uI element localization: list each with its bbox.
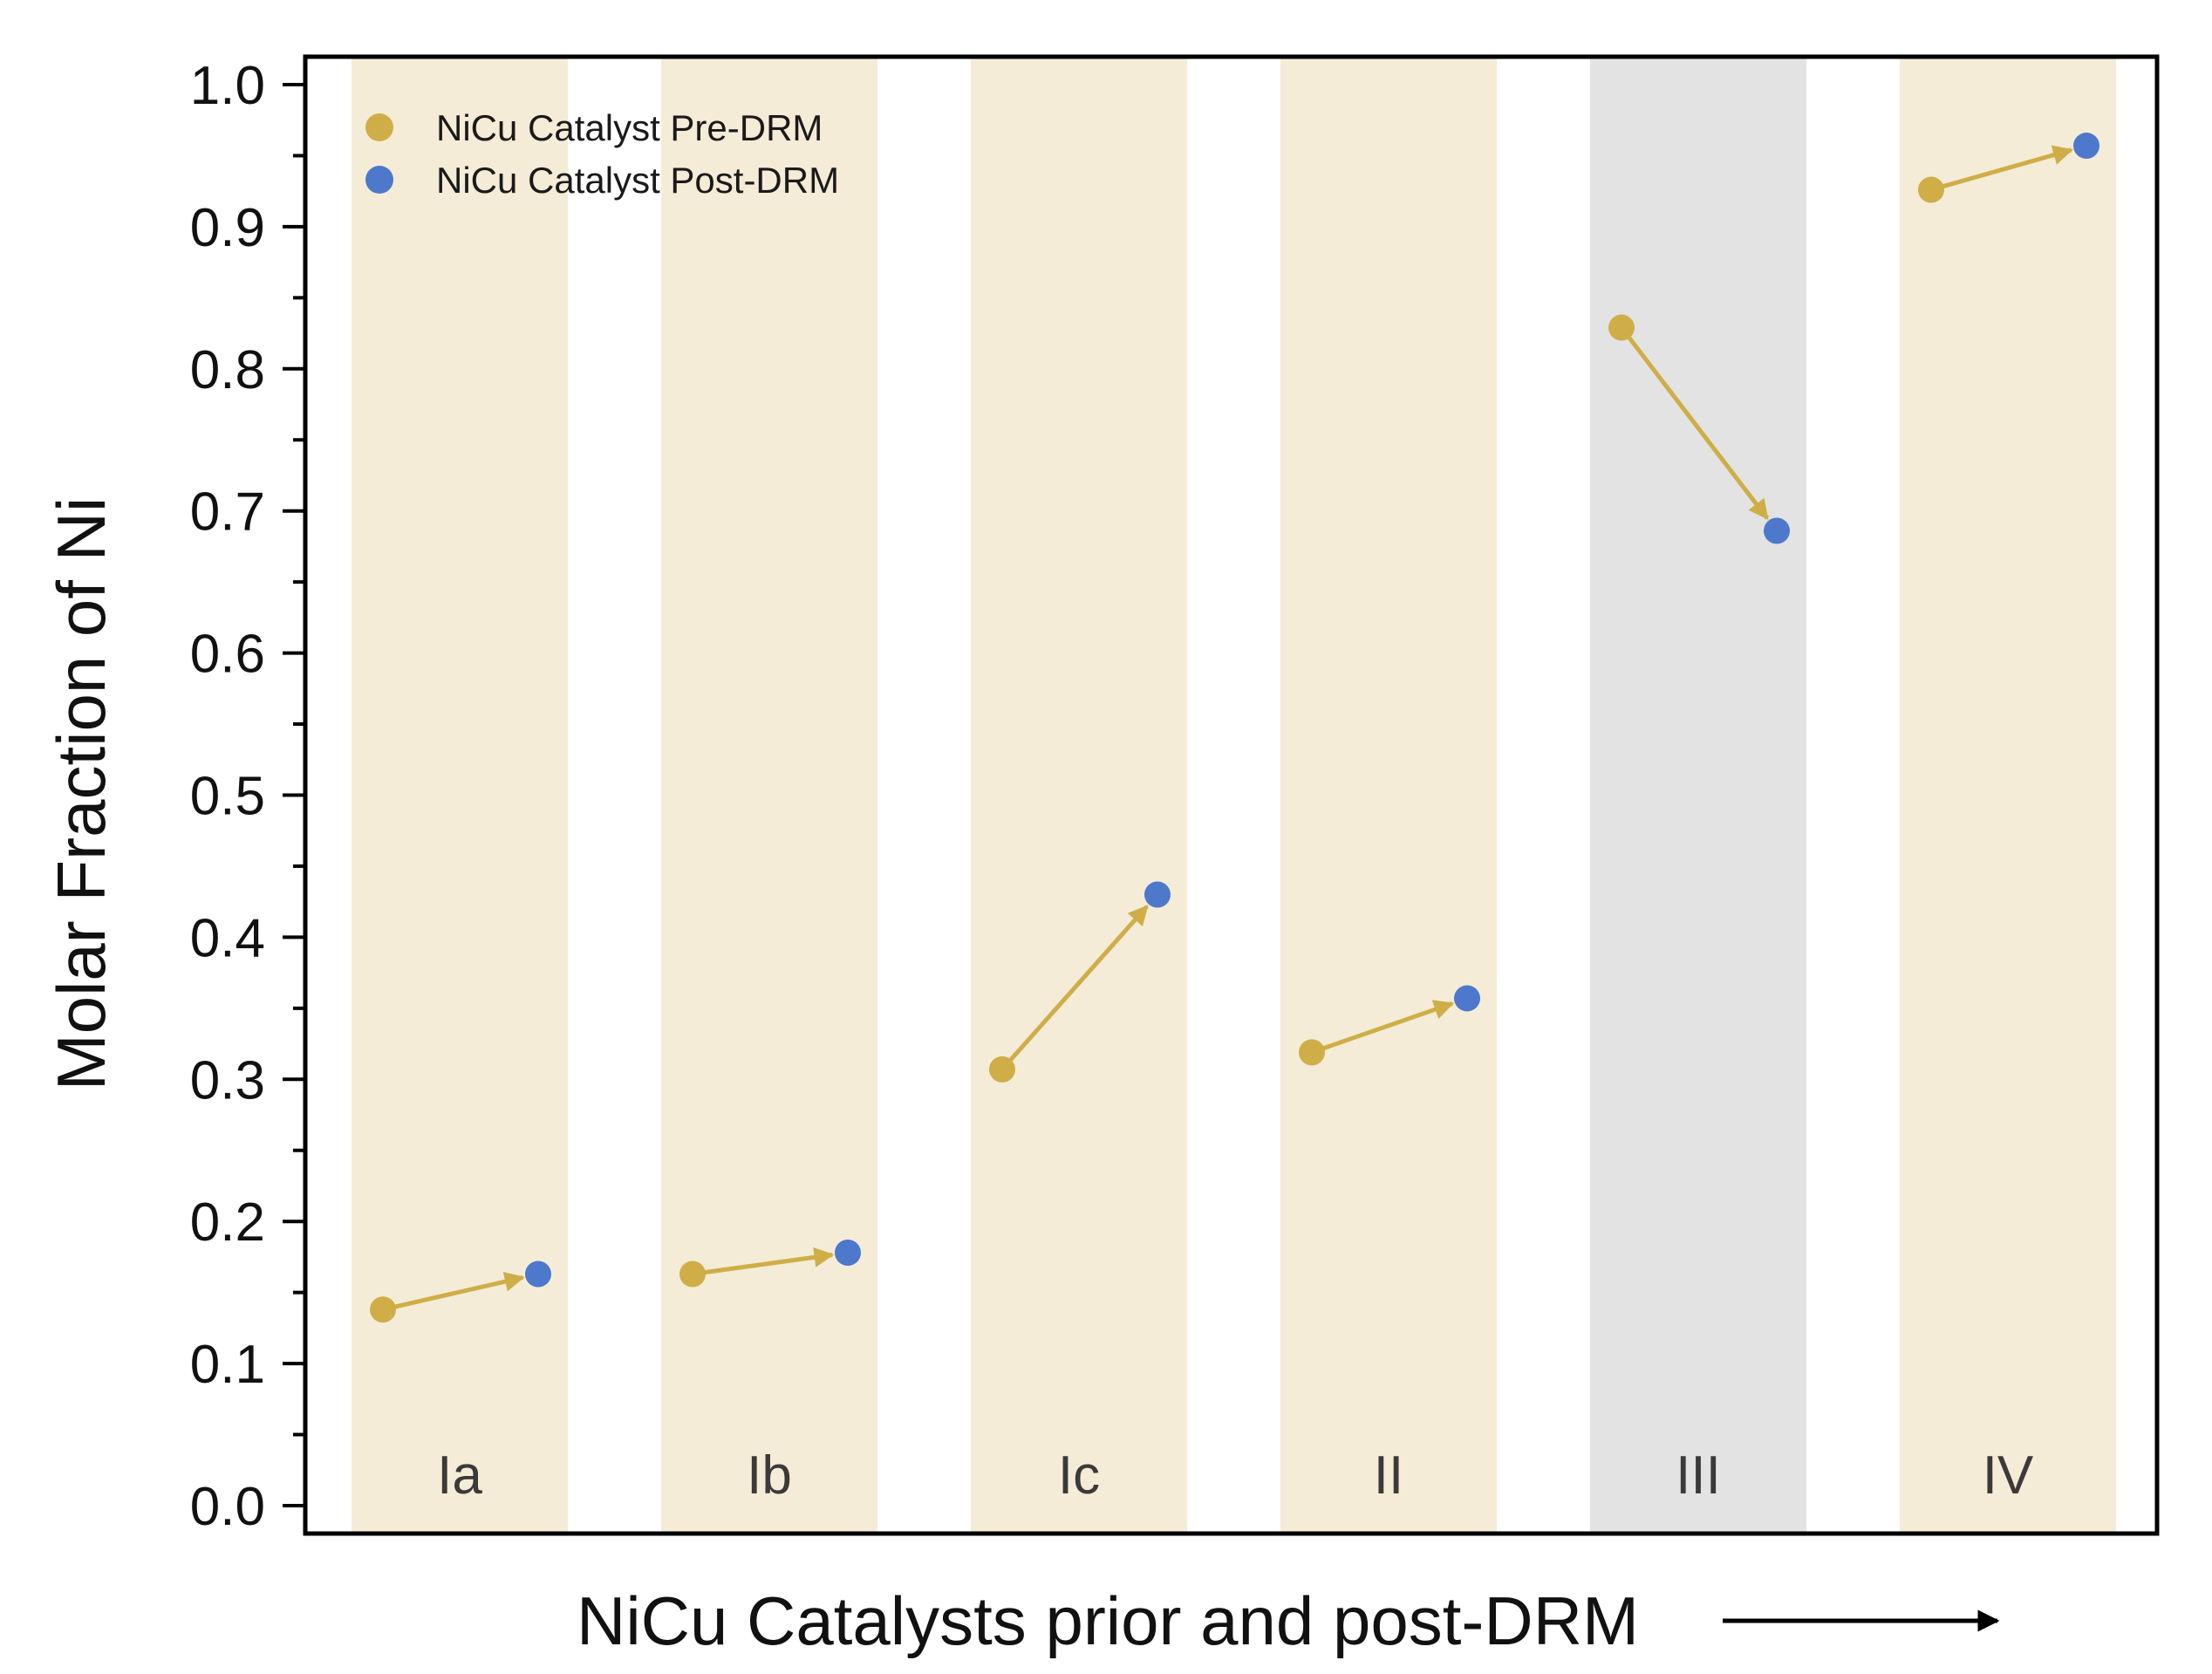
y-tick-label: 0.5 [190,767,265,827]
point-pre-Ib [679,1261,706,1288]
legend-label-pre-drm: NiCu Catalyst Pre-DRM [436,107,823,148]
point-pre-Ia [370,1296,396,1323]
point-pre-IV [1918,176,1944,203]
arrow-Ia [382,1271,525,1312]
y-tick-label: 1.0 [190,56,265,116]
point-post-Ic [1144,881,1171,908]
change-arrows [382,145,2073,1312]
point-post-II [1454,985,1480,1012]
band-IV [1900,57,2116,1534]
category-label-III: III [1676,1445,1721,1506]
data-points [370,133,2099,1323]
point-post-IV [2073,133,2099,160]
arrow-IV [1930,145,2073,192]
band-Ia [352,57,568,1534]
arrow-Ib [692,1247,835,1276]
y-axis-title: Molar Fraction of Ni [43,497,119,1091]
y-tick-label: 0.1 [190,1335,265,1395]
y-tick-label: 0.9 [190,198,265,258]
legend: NiCu Catalyst Pre-DRM NiCu Catalyst Post… [365,107,839,201]
y-axis: 0.0 0.1 0.2 0.3 0.4 0.5 0.6 0.7 0.8 0.9 1.0 [190,56,305,1537]
band-III [1590,57,1806,1534]
band-II [1280,57,1497,1534]
y-tick-label: 0.2 [190,1192,265,1253]
legend-label-post-drm: NiCu Catalyst Post-DRM [436,160,839,201]
y-tick-label: 0.4 [190,908,265,968]
y-tick-label: 0.3 [190,1050,265,1110]
arrow-III [1620,326,1770,521]
arrow-Ic [1000,905,1149,1071]
category-label-Ic: Ic [1058,1445,1100,1506]
arrow-II [1311,1000,1455,1055]
category-label-II: II [1374,1445,1403,1506]
category-bands [352,57,2116,1534]
category-label-Ia: Ia [437,1445,482,1506]
point-post-Ia [525,1261,551,1288]
point-pre-II [1299,1039,1325,1066]
plot-frame [303,54,2160,1536]
category-labels: Ia Ib Ic II III IV [437,1445,2034,1506]
point-post-Ib [835,1240,861,1267]
point-post-III [1764,517,1790,544]
y-tick-label: 0.7 [190,482,265,543]
category-label-IV: IV [1983,1445,2034,1506]
y-tick-label: 0.6 [190,625,265,685]
legend-marker-post-drm [365,166,393,194]
y-tick-label: 0.0 [190,1477,265,1537]
point-pre-III [1608,314,1635,341]
point-pre-Ic [989,1056,1015,1083]
y-tick-label: 0.8 [190,340,265,400]
band-Ib [661,57,877,1534]
legend-marker-pre-drm [365,113,393,141]
category-label-Ib: Ib [747,1445,792,1506]
band-Ic [971,57,1187,1534]
x-axis-title: NiCu Catalysts prior and post-DRM [577,1582,1639,1659]
